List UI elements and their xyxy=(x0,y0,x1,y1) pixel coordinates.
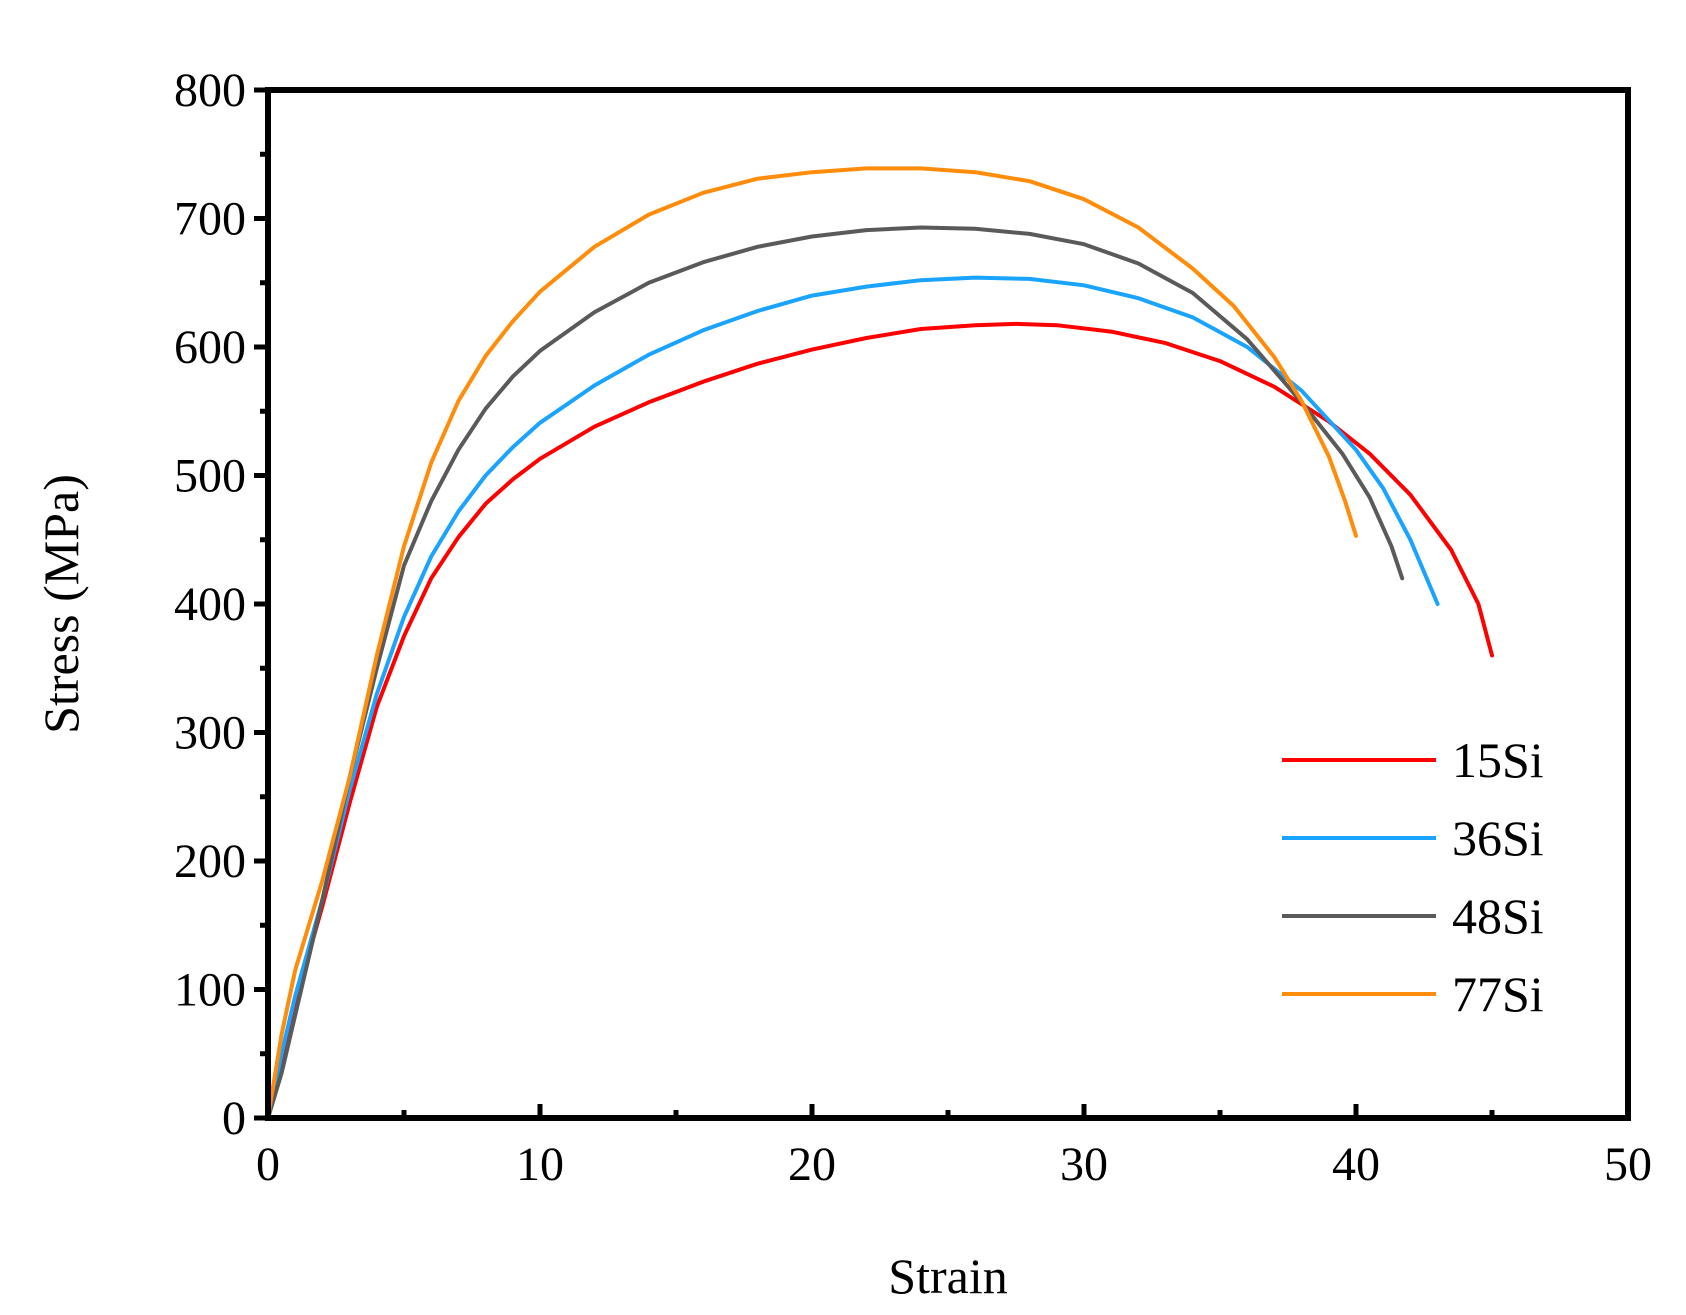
y-tick-label: 600 xyxy=(174,321,246,374)
x-axis-title: Strain xyxy=(888,1248,1007,1304)
series-line-36si xyxy=(266,275,1440,1120)
x-tick-label: 50 xyxy=(1604,1138,1652,1191)
legend-label-36si: 36Si xyxy=(1452,810,1544,866)
series-line-48si xyxy=(266,225,1405,1120)
series-line-77si xyxy=(266,166,1358,1120)
y-axis-title: Stress (MPa) xyxy=(33,474,89,734)
x-tick-label: 30 xyxy=(1060,1138,1108,1191)
x-tick-label: 0 xyxy=(256,1138,280,1191)
x-tick-label: 10 xyxy=(516,1138,564,1191)
plot-marks xyxy=(266,166,1494,1120)
y-tick-label: 300 xyxy=(174,707,246,760)
y-tick-label: 500 xyxy=(174,450,246,503)
legend: 15Si 36Si 48Si 77Si xyxy=(1282,732,1544,1022)
y-tick-label: 800 xyxy=(174,64,246,117)
legend-label-48si: 48Si xyxy=(1452,888,1544,944)
plot-frame xyxy=(265,87,1631,1121)
y-tick-label: 100 xyxy=(174,964,246,1017)
y-tick-label: 700 xyxy=(174,193,246,246)
legend-label-77si: 77Si xyxy=(1452,966,1544,1022)
legend-label-15si: 15Si xyxy=(1452,732,1544,788)
y-tick-label: 0 xyxy=(222,1092,246,1145)
series-line-15si xyxy=(266,321,1494,1120)
y-tick-label: 400 xyxy=(174,578,246,631)
x-tick-label: 40 xyxy=(1332,1138,1380,1191)
x-tick-label: 20 xyxy=(788,1138,836,1191)
y-tick-label: 200 xyxy=(174,835,246,888)
axis-ticks xyxy=(254,87,1631,1121)
